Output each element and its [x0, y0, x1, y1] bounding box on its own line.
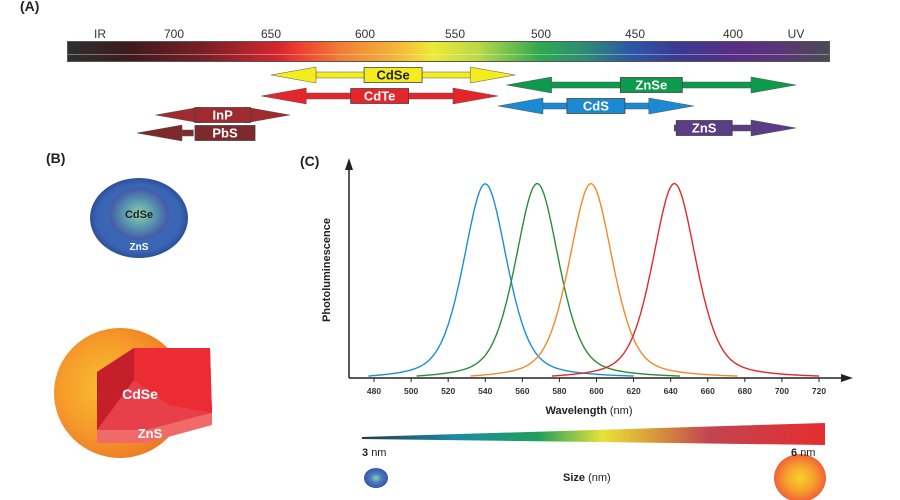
cutaway-left-face: [97, 348, 134, 430]
spectrum-bar: [67, 41, 830, 62]
x-axis-title-main: Wavelength: [546, 405, 608, 417]
pl-curve-orange: [470, 182, 738, 377]
x-tick-label: 640: [664, 386, 678, 396]
core-shell-large-diagram: CdSe ZnS: [54, 328, 212, 458]
size-max-value: 6: [791, 447, 798, 459]
arrow-label-box: [350, 88, 410, 104]
x-tick-label: 560: [515, 386, 529, 396]
panel-a-label: (A): [20, 0, 40, 14]
arrow-label-box: [194, 107, 252, 123]
shell-label: ZnS: [130, 242, 149, 253]
core-label: CdSe: [122, 386, 158, 402]
arrow-head-right: [750, 76, 797, 94]
small-dot-icon: [364, 468, 388, 488]
x-tick-labels: 480 500 520 540 560 580 600 620 640 660 680 700 720: [367, 378, 826, 396]
arrow-pbs: PbS: [136, 124, 256, 142]
x-tick-label: 480: [367, 386, 381, 396]
chart-axes: [345, 158, 853, 382]
arrow-head-left: [497, 97, 544, 115]
x-tick-label: 720: [812, 386, 826, 396]
arrow-label: ZnSe: [635, 78, 667, 93]
y-axis-title: Photoluminescence: [321, 218, 333, 322]
arrow-head-left: [270, 66, 317, 84]
core-label: CdSe: [125, 209, 153, 221]
arrow-head-left: [136, 124, 183, 142]
cutaway-right-face: [134, 348, 212, 413]
arrow-label-box: [675, 120, 733, 136]
spectrum-tick: 500: [530, 27, 552, 41]
size-axis-title: Size (nm): [563, 472, 611, 484]
panel-b-label: (B): [46, 150, 66, 166]
size-min-label: 3 nm: [362, 447, 386, 459]
y-axis-arrow-icon: [345, 158, 353, 170]
arrow-head-right: [750, 119, 797, 137]
arrow-head-right: [648, 97, 694, 115]
x-tick-label: 500: [404, 386, 418, 396]
spectrum-tick: 700: [163, 27, 185, 41]
arrow-label: ZnS: [692, 121, 717, 136]
arrow-head-right: [469, 66, 516, 84]
arrow-zns: ZnS: [673, 119, 797, 137]
arrow-label-box: [363, 67, 423, 83]
x-tick-label: 620: [626, 386, 640, 396]
x-tick-label: 600: [589, 386, 603, 396]
large-dot-icon: [774, 454, 826, 500]
arrow-znse: ZnSe: [506, 76, 797, 94]
shell-band: [97, 413, 212, 443]
spectrum-tick: UV: [787, 27, 805, 41]
arrow-label-box: [194, 125, 256, 141]
arrow-head-right: [452, 87, 499, 105]
cutaway-bottom-face: [97, 380, 212, 430]
panel-c-label: (C): [300, 153, 320, 169]
x-tick-label: 580: [552, 386, 566, 396]
arrow-head-left: [261, 87, 307, 105]
arrow-label: CdSe: [376, 68, 409, 83]
arrow-label-box: [619, 77, 683, 93]
x-axis-title: Wavelength (nm): [546, 405, 633, 417]
spectrum-tick: 450: [624, 27, 646, 41]
pl-curve-red: [551, 182, 819, 377]
arrow-label: InP: [213, 108, 234, 123]
material-arrows: CdSe CdTe InP PbS ZnSe CdS ZnS: [136, 66, 797, 142]
x-tick-label: 660: [701, 386, 715, 396]
size-gradient-wedge: [362, 423, 825, 445]
core-layer: [109, 188, 169, 240]
spectrum-tick: 400: [722, 27, 744, 41]
arrow-inp: InP: [155, 106, 290, 124]
arrow-label: CdS: [583, 99, 609, 114]
spectrum-tick: IR: [94, 27, 106, 41]
pl-curve-green: [416, 182, 680, 377]
size-axis-title-unit: (nm): [588, 472, 611, 484]
x-tick-label: 700: [775, 386, 789, 396]
size-max-label: 6 nm: [791, 447, 815, 459]
size-max-unit: nm: [800, 447, 816, 459]
x-tick-label: 680: [738, 386, 752, 396]
spectrum-tick: 650: [260, 27, 282, 41]
arrow-label: PbS: [212, 126, 238, 141]
arrow-label-box: [566, 98, 626, 114]
pl-curve-blue: [368, 183, 634, 377]
arrow-head-left: [506, 76, 552, 94]
chart-curves: [368, 182, 819, 377]
arrow-label: CdTe: [364, 89, 396, 104]
x-axis-title-unit: (nm): [610, 405, 633, 417]
x-tick-label: 520: [441, 386, 455, 396]
spectrum-tick: 550: [444, 27, 466, 41]
core-shell-small-diagram: CdSe ZnS: [90, 178, 188, 258]
spectrum-tick: 600: [354, 27, 376, 41]
size-min-unit: nm: [371, 447, 387, 459]
x-tick-label: 540: [478, 386, 492, 396]
arrow-cdte: CdTe: [261, 87, 499, 105]
size-min-value: 3: [362, 447, 369, 459]
arrow-cdse: CdSe: [270, 66, 516, 84]
arrow-cds: CdS: [497, 97, 694, 115]
x-axis-arrow-icon: [841, 374, 853, 382]
shell-label: ZnS: [138, 426, 163, 441]
size-axis-title-main: Size: [563, 472, 586, 484]
